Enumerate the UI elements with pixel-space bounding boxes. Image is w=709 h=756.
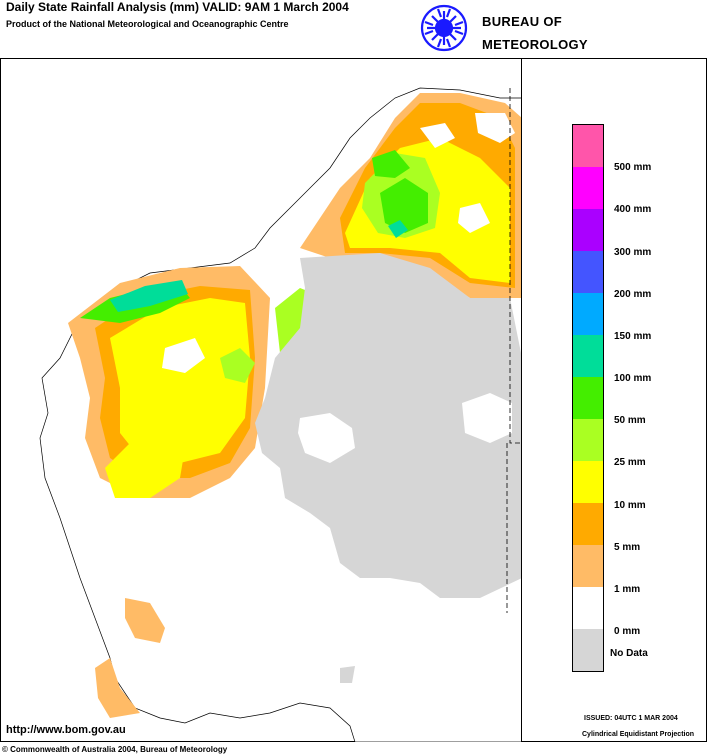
legend-swatch-150mm	[573, 293, 603, 335]
copyright-notice: © Commonwealth of Australia 2004, Bureau…	[2, 745, 228, 754]
legend-label-10mm: 10 mm	[614, 500, 646, 511]
page-subtitle: Product of the National Meteorological a…	[6, 19, 289, 29]
rain-50mm-north	[380, 178, 428, 233]
legend-label-400mm: 400 mm	[614, 204, 652, 215]
legend-label-200mm: 200 mm	[614, 289, 652, 300]
agency-line-2: METEOROLOGY	[482, 37, 588, 52]
legend-swatch-5mm	[573, 503, 603, 545]
legend-label-300mm: 300 mm	[614, 247, 652, 258]
legend-label-25mm: 25 mm	[614, 457, 646, 468]
rain-0mm-hole-3	[420, 123, 455, 148]
legend-label-0mm: 0 mm	[614, 626, 641, 637]
agency-name: BUREAU OF METEOROLOGY	[482, 10, 588, 56]
no-data-hole-2	[462, 393, 512, 443]
legend-label-500mm: 500 mm	[614, 162, 652, 173]
legend-swatch-25mm	[573, 419, 603, 461]
legend-label-150mm: 150 mm	[614, 331, 652, 342]
rainfall-map	[39, 58, 522, 742]
rain-0mm-hole-1	[162, 338, 205, 373]
rain-1mm-south	[95, 658, 140, 718]
rain-100mm-west	[110, 280, 188, 312]
legend-colorbar	[572, 124, 604, 672]
rain-0mm-hole-4	[475, 113, 515, 143]
website-link[interactable]: http://www.bom.gov.au	[6, 724, 126, 736]
legend-swatch-50mm	[573, 377, 603, 419]
legend-swatch-no-data	[573, 629, 603, 671]
rain-10mm-southwest	[105, 428, 185, 498]
legend-swatch-1mm	[573, 545, 603, 587]
legend-swatch-400mm	[573, 167, 603, 209]
rain-1mm-southwest	[125, 598, 165, 643]
no-data-region	[255, 253, 522, 598]
legend-swatch-200mm	[573, 251, 603, 293]
legend-label-50mm: 50 mm	[614, 415, 646, 426]
legend-swatch-300mm	[573, 209, 603, 251]
rain-100mm-north	[388, 220, 408, 238]
projection-note: Cylindrical Equidistant Projection	[582, 731, 695, 738]
legend-divider	[521, 58, 522, 742]
legend-label-1mm: 1 mm	[614, 584, 641, 595]
rain-10mm-west	[110, 298, 250, 463]
map-frame	[0, 58, 707, 742]
legend-label-100mm: 100 mm	[614, 373, 652, 384]
rain-50mm-ne	[372, 150, 410, 178]
no-data-hole-1	[298, 413, 355, 463]
no-data-patch	[340, 666, 355, 683]
legend-swatch-100mm	[573, 335, 603, 377]
legend-swatch-0mm	[573, 587, 603, 629]
issued-time: ISSUED: 04UTC 1 MAR 2004	[584, 715, 678, 722]
legend-label-no-data: No Data	[610, 648, 648, 659]
region-boundary	[506, 88, 522, 613]
rain-0mm-hole-2	[458, 203, 490, 233]
agency-line-1: BUREAU OF	[482, 14, 562, 29]
page-title: Daily State Rainfall Analysis (mm) VALID…	[6, 0, 349, 14]
legend-swatch-10mm	[573, 461, 603, 503]
bom-swirl-icon	[420, 4, 468, 52]
legend-label-5mm: 5 mm	[614, 542, 641, 553]
rain-25mm-west	[220, 348, 255, 383]
legend-swatch-500mm	[573, 125, 603, 167]
